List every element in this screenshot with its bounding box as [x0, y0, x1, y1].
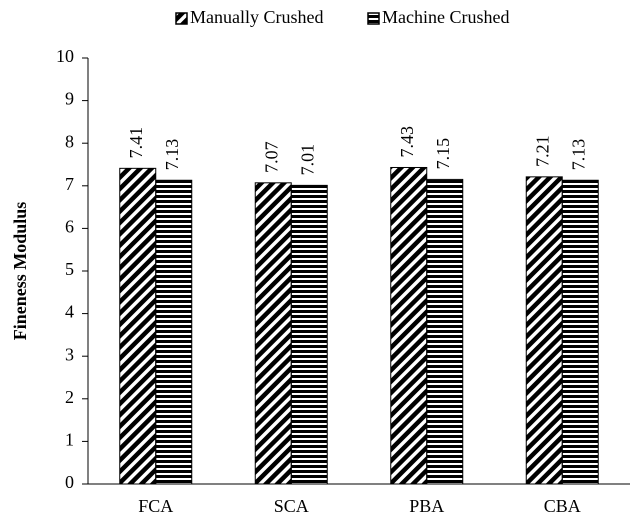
legend-swatch	[367, 12, 380, 25]
y-tick-label: 7	[65, 174, 74, 194]
y-tick-label: 4	[65, 302, 74, 322]
bar	[119, 167, 157, 485]
legend-swatch	[175, 12, 188, 25]
data-label: 7.15	[433, 138, 453, 170]
bar	[561, 179, 599, 485]
bar	[155, 179, 193, 485]
y-tick-label: 1	[65, 430, 74, 450]
y-tick-label: 5	[65, 259, 74, 279]
y-axis-label: Fineness Modulus	[10, 202, 30, 341]
x-tick-label: PBA	[409, 496, 444, 516]
y-tick-label: 6	[65, 217, 74, 237]
legend-label: Machine Crushed	[382, 7, 509, 27]
y-tick-label: 2	[65, 387, 74, 407]
x-tick-label: SCA	[274, 496, 309, 516]
bar	[426, 178, 464, 485]
data-label: 7.13	[162, 139, 182, 171]
data-label: 7.13	[568, 139, 588, 171]
bar	[290, 184, 328, 485]
x-tick-label: FCA	[138, 496, 173, 516]
bar	[525, 176, 563, 485]
data-label: 7.41	[126, 127, 146, 159]
data-label: 7.01	[297, 144, 317, 176]
y-tick-label: 9	[65, 89, 74, 109]
bar	[390, 166, 428, 485]
legend-label: Manually Crushed	[190, 7, 323, 27]
bar	[254, 182, 292, 485]
y-tick-label: 10	[56, 46, 74, 66]
data-label: 7.07	[261, 141, 281, 173]
y-tick-label: 3	[65, 344, 74, 364]
y-tick-label: 8	[65, 131, 74, 151]
y-tick-label: 0	[65, 472, 74, 492]
data-label: 7.21	[532, 135, 552, 167]
x-tick-label: CBA	[544, 496, 581, 516]
data-label: 7.43	[397, 126, 417, 158]
